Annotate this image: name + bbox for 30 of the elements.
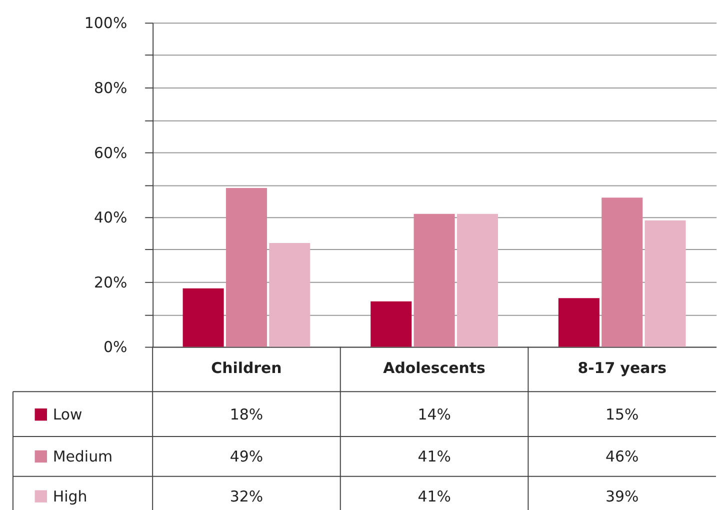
data-label: 41%: [418, 447, 451, 466]
y-tick-label: 20%: [94, 273, 128, 292]
x-tick-label: Children: [211, 359, 282, 378]
data-label: 46%: [605, 447, 639, 466]
x-tick-label: 8-17 years: [578, 359, 667, 378]
bar: [602, 198, 643, 347]
y-tick-label: 80%: [94, 78, 128, 97]
bar: [226, 188, 267, 347]
y-tick-label: 60%: [94, 144, 128, 162]
data-label: 18%: [230, 406, 264, 424]
legend-label: Low: [52, 406, 82, 424]
data-label: 49%: [230, 447, 264, 466]
data-label: 39%: [605, 487, 639, 506]
bar: [558, 298, 600, 347]
bar: [269, 243, 310, 347]
data-label: 15%: [605, 406, 639, 424]
data-label: 14%: [418, 406, 451, 424]
y-tick-label: 100%: [84, 14, 128, 32]
legend-label: Medium: [52, 447, 113, 466]
bar: [182, 288, 224, 347]
data-label: 32%: [230, 487, 264, 506]
y-tick-label: 40%: [94, 208, 128, 227]
bar: [370, 301, 412, 347]
data-label: 41%: [418, 487, 451, 506]
y-tick-label: 0%: [103, 338, 128, 356]
legend-label: High: [52, 487, 88, 506]
bar: [644, 220, 686, 347]
x-tick-label: Adolescents: [383, 359, 486, 378]
bar: [414, 214, 455, 347]
bar: [456, 214, 498, 347]
